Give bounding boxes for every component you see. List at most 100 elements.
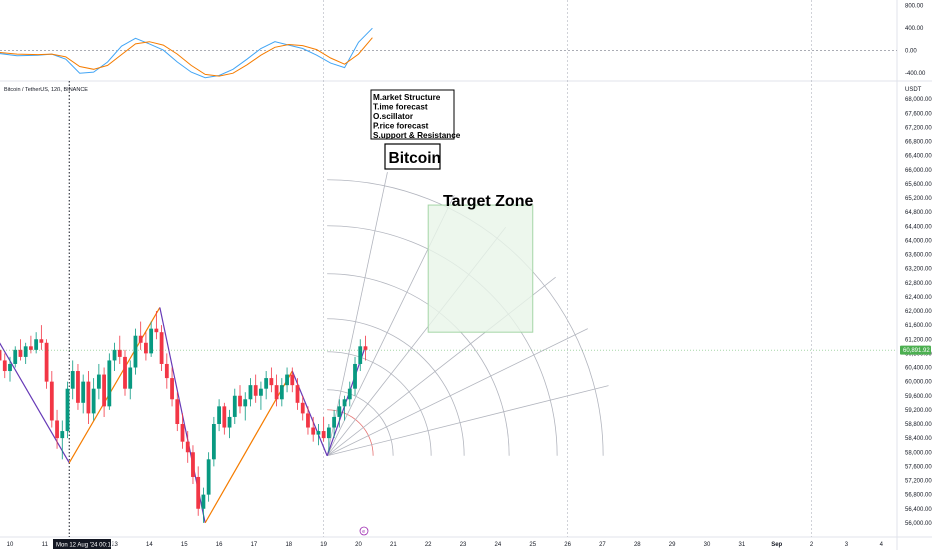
current-price-value: 60,891.92 (903, 348, 930, 354)
legend-box[interactable] (370, 89, 455, 140)
candle-body (316, 431, 321, 435)
candle-body (238, 395, 242, 407)
candle-body (279, 385, 284, 400)
oscillator-lines (0, 27, 373, 79)
candle-body (117, 349, 122, 357)
candle-body (112, 349, 117, 361)
time-tick-label: 30 (704, 542, 711, 548)
candle-body (60, 431, 65, 439)
vertical-dotted-lines (68, 0, 812, 537)
candle-body (0, 349, 2, 361)
price-tick-label: 64,000.00 (905, 238, 932, 244)
price-tick-label: 58,000.00 (905, 450, 932, 456)
time-tick-label: 17 (251, 542, 258, 548)
time-tick-label: 16 (216, 542, 223, 548)
legend-line-5: S.upport & Resistance (373, 131, 461, 140)
candle-body (211, 424, 216, 460)
osc-series-line-1 (0, 27, 373, 79)
time-tick-label: 10 (7, 542, 14, 548)
candle-body (107, 360, 112, 407)
candle-body (123, 356, 127, 389)
candle-body (259, 388, 263, 396)
candle-body (337, 406, 342, 417)
time-tick-label: 14 (146, 542, 153, 548)
osc-tick-label: 400.00 (905, 26, 924, 32)
target-zone-box (427, 204, 534, 333)
price-tick-label: 58,800.00 (905, 422, 932, 428)
price-tick-label: 59,200.00 (905, 408, 932, 414)
candle-body (102, 374, 106, 407)
price-tick-label: 66,000.00 (905, 168, 932, 174)
candle-body (232, 395, 237, 417)
time-tick-label: 25 (529, 542, 536, 548)
price-axis: 68,000.00 67,600.00 67,200.00 66,800.00 66,4… (905, 97, 932, 527)
time-tick-label: 11 (42, 542, 49, 548)
price-tick-label: 63,200.00 (905, 267, 932, 273)
price-tick-label: 64,800.00 (905, 210, 932, 216)
candle-body (8, 363, 12, 372)
candle-body (159, 332, 164, 364)
fan-arc (327, 318, 465, 456)
oscillator-panel (0, 0, 897, 80)
candle-body (96, 374, 101, 389)
candle-body (290, 374, 295, 386)
candle-body (206, 459, 211, 495)
event-e-icon[interactable]: e (359, 526, 369, 536)
candle-body (347, 388, 352, 400)
price-tick-label: 57,600.00 (905, 464, 932, 470)
price-tick-label: 62,000.00 (905, 309, 932, 315)
price-tick-label: 67,200.00 (905, 125, 932, 131)
time-tick-label: 13 (111, 542, 118, 548)
candle-body (363, 346, 368, 350)
price-tick-label: 62,400.00 (905, 295, 932, 301)
price-tick-label: 56,800.00 (905, 493, 932, 499)
time-tick-label: 26 (564, 542, 571, 548)
price-tick-label: 58,400.00 (905, 436, 932, 442)
price-tick-label: 60,400.00 (905, 366, 932, 372)
candle-body (29, 346, 33, 350)
osc-tick-label: 0.00 (905, 49, 917, 55)
candle-body (13, 349, 18, 364)
time-tick-label: 31 (739, 542, 746, 548)
candle-body (144, 342, 148, 354)
legend-line-4: P.rice forecast (373, 122, 429, 131)
price-tick-label: 65,200.00 (905, 196, 932, 202)
candle-body (128, 367, 133, 389)
cursor-date-tag (53, 539, 111, 549)
time-tick-label: 29 (669, 542, 676, 548)
target-zone-label: Target Zone (443, 193, 533, 210)
candle-body (243, 399, 248, 407)
target-zone[interactable] (427, 204, 534, 333)
price-tick-label: 61,600.00 (905, 323, 932, 329)
candle-body (164, 363, 169, 379)
candle-body (23, 346, 28, 357)
candle-body (180, 424, 185, 442)
candle-body (222, 406, 227, 428)
fan-ray (326, 172, 388, 456)
candle-body (248, 385, 253, 400)
candle-body (321, 431, 326, 439)
bitcoin-label: Bitcoin (389, 150, 442, 167)
candle-body (39, 339, 44, 343)
candle-body (44, 342, 49, 382)
price-tick-label: 59,600.00 (905, 394, 932, 400)
price-tick-label: 56,000.00 (905, 521, 932, 527)
candle-body (353, 363, 357, 389)
bitcoin-label-box[interactable] (384, 143, 441, 170)
time-tick-label: 19 (320, 542, 327, 548)
price-tick-label: 67,600.00 (905, 111, 932, 117)
symbol-title: Bitcoin / TetherUS, 12ß, BINANCE (4, 87, 88, 93)
candle-body (70, 371, 75, 389)
candle-body (138, 335, 143, 343)
time-tick-label: 21 (390, 542, 397, 548)
time-tick-label: 27 (599, 542, 606, 548)
candle-body (358, 346, 363, 364)
candle-body (55, 420, 59, 439)
time-tick-label: 2 (810, 542, 814, 548)
candle-body (49, 381, 54, 421)
candle-body (65, 388, 70, 432)
time-tick-label: 20 (355, 542, 362, 548)
fan-ray (326, 328, 588, 457)
candle-body (342, 399, 347, 407)
